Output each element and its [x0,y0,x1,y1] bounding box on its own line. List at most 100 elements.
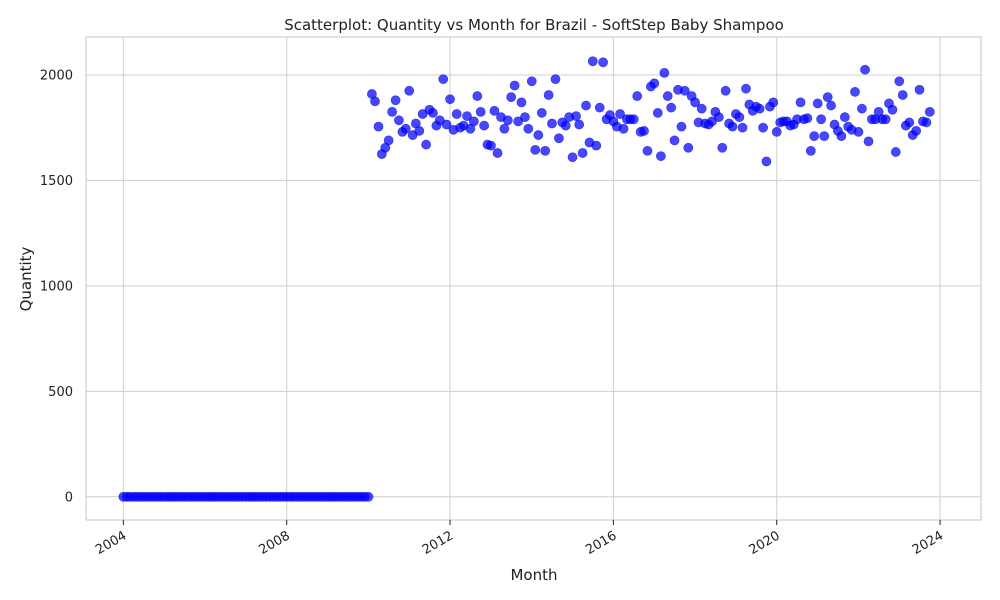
data-point [795,97,806,108]
data-point [547,118,557,129]
data-point [400,123,411,134]
data-point [502,115,513,126]
data-point [894,76,905,87]
data-point [696,103,707,114]
data-point [802,113,813,124]
data-point [860,64,870,75]
data-point [363,491,374,502]
y-axis-label: Quantity [17,246,35,311]
data-point [683,142,694,153]
data-point [428,108,438,118]
data-point [550,74,561,85]
data-point [904,117,915,128]
data-point [390,95,401,106]
data-point [853,127,864,137]
data-point [690,97,701,108]
data-point [897,90,908,100]
data-point [662,91,673,101]
data-point [615,109,625,119]
data-point [737,122,748,133]
data-points [118,56,935,502]
data-point [591,140,602,151]
x-tick-label: 2008 [257,528,293,558]
data-point [421,139,432,150]
data-point [822,92,833,103]
x-axis-ticks: 2004 2008 2012 2016 2020 2024 [93,520,946,558]
data-point [540,145,551,156]
data-point [509,80,520,91]
data-point [475,106,486,117]
data-point [462,111,472,121]
data-point [530,144,541,155]
data-point [574,119,585,130]
data-point [649,78,660,89]
y-tick-label: 1000 [40,279,73,294]
data-point [587,56,598,67]
data-point [451,109,462,119]
data-point [543,90,554,100]
data-point [414,125,425,136]
data-point [659,67,670,78]
data-point [713,112,724,123]
data-point [594,102,605,113]
data-point [506,92,517,103]
data-point [404,85,415,96]
y-tick-label: 1500 [40,174,73,189]
data-point [727,121,738,132]
x-tick-label: 2020 [747,528,783,558]
chart-title: Scatterplot: Quantity vs Month for Brazi… [284,16,784,34]
data-point [598,57,608,68]
x-tick-label: 2024 [910,528,946,558]
data-point [839,112,850,123]
data-point [486,140,496,151]
data-point [734,112,745,123]
data-point [441,119,452,130]
data-point [754,103,765,114]
y-tick-label: 0 [65,490,73,505]
data-point [890,147,901,157]
data-point [652,108,663,118]
data-point [394,115,404,126]
data-point [666,102,677,113]
data-point [479,120,490,131]
data-point [768,97,779,108]
data-point [373,121,384,132]
data-point [632,91,643,101]
data-point [536,108,547,118]
data-point [445,94,455,105]
data-point [370,96,380,107]
data-point [758,122,768,133]
data-point [857,103,867,114]
data-point [836,131,847,142]
data-point [887,104,898,115]
y-axis-ticks: 0 500 1000 1500 2000 [40,68,73,505]
x-axis-label: Month [510,566,557,584]
data-point [472,91,483,101]
plot-frame [85,36,982,521]
data-point [880,114,891,125]
y-tick-label: 2000 [40,68,73,83]
data-point [499,123,510,134]
grid [86,37,981,520]
data-point [741,83,751,94]
data-point [489,105,500,116]
data-point [492,148,503,158]
data-point [571,111,581,121]
data-point [911,125,922,136]
data-point [717,142,728,153]
x-tick-label: 2004 [93,528,129,558]
data-point [914,84,925,95]
data-point [526,76,537,87]
data-point [812,98,823,109]
data-point [669,135,680,146]
data-point [628,114,639,125]
data-point [720,85,731,96]
data-point [642,145,653,156]
data-point [676,121,687,132]
data-point [567,152,578,163]
data-point [520,112,530,123]
data-point [761,156,772,167]
data-point [809,131,820,142]
data-point [533,130,544,140]
